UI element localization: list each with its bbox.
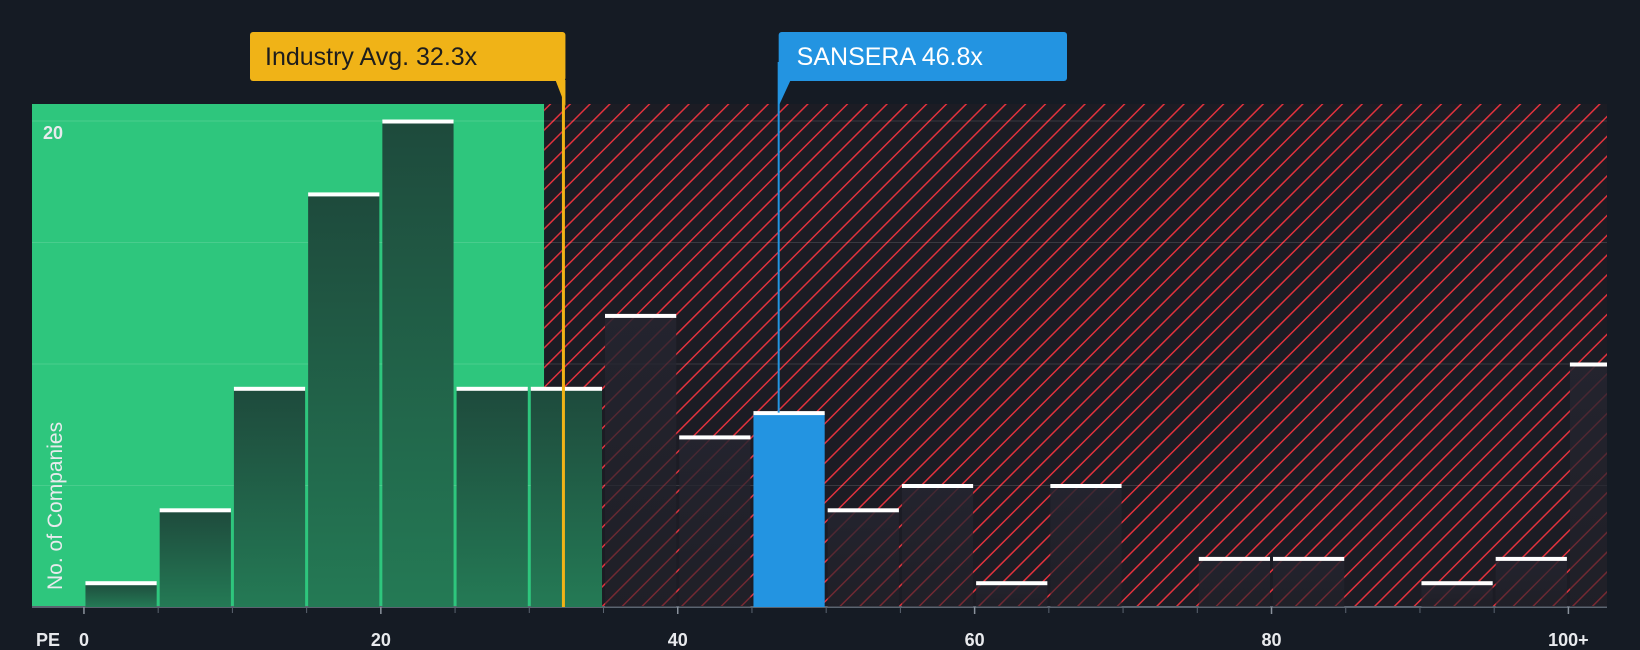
bar-cap — [530, 386, 603, 391]
bar-cap — [976, 581, 1048, 586]
histogram-bar — [1273, 558, 1345, 607]
histogram-bar — [85, 582, 157, 607]
industry-avg-pointer — [555, 80, 566, 106]
histogram-bar — [679, 436, 751, 607]
histogram-bar — [233, 388, 306, 607]
company-pointer — [778, 80, 791, 106]
x-tick-label: 60 — [965, 630, 985, 650]
histogram-bar — [456, 388, 528, 607]
bar-cap — [308, 192, 380, 197]
bar-cap — [679, 435, 751, 440]
bar-cap — [605, 313, 677, 318]
x-tick-label: 100+ — [1548, 630, 1589, 650]
histogram-bar — [308, 193, 380, 608]
y-axis-label: No. of Companies — [44, 422, 67, 590]
histogram-bar — [605, 315, 677, 607]
bar-cap — [753, 411, 825, 416]
histogram-bar — [976, 582, 1048, 607]
industry-avg-callout — [250, 32, 566, 81]
histogram-bar — [827, 509, 899, 607]
bar-cap — [901, 484, 974, 489]
histogram-bar — [1495, 558, 1567, 607]
company-bar — [753, 412, 825, 607]
histogram-bar — [901, 485, 974, 607]
x-tick-label: 40 — [668, 630, 688, 650]
histogram-bar — [1050, 485, 1122, 607]
bar-cap — [159, 508, 231, 513]
histogram-bar — [1421, 582, 1493, 607]
x-tick-label: 80 — [1261, 630, 1281, 650]
bar-cap — [1198, 556, 1271, 561]
x-axis-label: PE — [36, 630, 60, 650]
histogram-bar — [382, 121, 454, 608]
bar-cap — [233, 386, 306, 391]
bar-cap — [1569, 362, 1607, 367]
bar-cap — [1273, 556, 1345, 561]
company-callout — [778, 32, 1067, 81]
bar-cap — [827, 508, 899, 513]
y-tick-label: 20 — [43, 123, 63, 143]
bar-cap — [1050, 484, 1122, 489]
histogram-bar — [1569, 364, 1607, 607]
bar-cap — [1421, 581, 1493, 586]
histogram-bar — [1198, 558, 1271, 607]
bar-cap — [1495, 556, 1567, 561]
bar-cap — [85, 581, 157, 586]
histogram-bar — [159, 509, 231, 607]
bar-cap — [456, 386, 528, 391]
x-tick-label: 0 — [79, 630, 89, 650]
company-label: SANSERA 46.8x — [797, 43, 984, 71]
x-tick-label: 20 — [371, 630, 391, 650]
bar-cap — [382, 119, 454, 124]
industry-avg-label: Industry Avg. 32.3x — [265, 43, 478, 71]
histogram-bar — [530, 388, 603, 607]
